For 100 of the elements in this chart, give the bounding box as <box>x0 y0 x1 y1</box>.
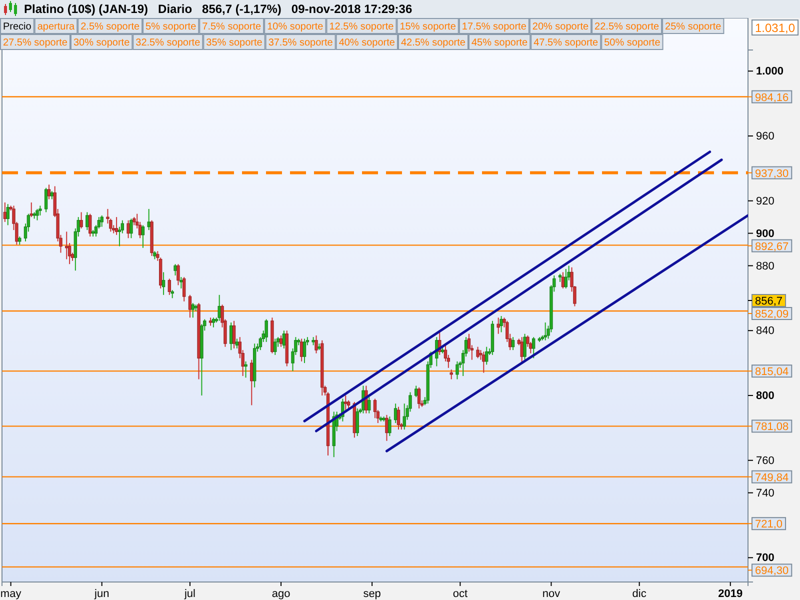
text: 40% soporte <box>338 38 396 48</box>
candlestick <box>396 406 400 430</box>
candlestick <box>373 398 377 419</box>
text: 5% soporte <box>146 22 197 32</box>
y-tick-label: 900 <box>756 228 774 240</box>
candlestick <box>229 322 233 351</box>
text: 50% soporte <box>604 38 661 48</box>
candlestick <box>100 214 104 228</box>
candlestick <box>561 272 565 289</box>
candlestick <box>44 187 48 213</box>
text: 47.5% soporte <box>534 38 599 48</box>
text: 2.5% soporte <box>80 22 140 32</box>
candlestick <box>482 351 486 374</box>
text: 12.5% soporte <box>329 22 394 32</box>
candlestick <box>282 330 286 349</box>
ref-line-label: 892,67 <box>755 240 789 253</box>
text: 27.5% soporte <box>3 38 68 48</box>
x-tick-label: jul <box>183 588 196 600</box>
candlestick <box>264 318 268 342</box>
candlestick <box>88 213 92 238</box>
candlestick <box>485 346 488 366</box>
y-tick-label: 700 <box>756 552 774 564</box>
candlestick <box>86 212 89 231</box>
candlestick <box>402 403 406 430</box>
x-tick-label: ago <box>272 588 290 600</box>
y-tick-label: 920 <box>756 195 774 208</box>
candlestick <box>564 268 568 289</box>
text: 20% soporte <box>532 22 589 32</box>
candlestick <box>182 276 186 302</box>
text: 35% soporte <box>206 38 263 48</box>
x-tick-label: nov <box>542 588 561 600</box>
candlestick <box>511 336 515 351</box>
candlestick <box>147 208 150 231</box>
candlestick <box>532 336 536 359</box>
candlestick <box>188 294 192 318</box>
candlestick <box>385 414 388 442</box>
text: 37.5% soporte <box>268 38 334 48</box>
x-tick-label: dic <box>632 588 647 600</box>
ref-line-label: 694,30 <box>755 565 789 578</box>
candlestick <box>368 396 371 414</box>
candlestick <box>417 386 421 409</box>
candlestick <box>388 416 392 437</box>
x-tick-label: may <box>0 588 22 600</box>
candlestick <box>476 346 480 359</box>
text: apertura <box>37 22 76 32</box>
candlestick <box>180 276 183 289</box>
candlestick <box>500 316 503 333</box>
candlestick <box>356 408 359 437</box>
candlestick <box>174 264 177 276</box>
ref-line-label: 937,30 <box>755 168 789 180</box>
ref-line-label: 852,09 <box>755 308 789 321</box>
candlestick <box>232 320 236 349</box>
ref-line-label: 781,08 <box>755 421 789 434</box>
y-tick-label: 880 <box>756 260 774 272</box>
candlestick <box>130 218 133 239</box>
text: 45% soporte <box>471 38 528 48</box>
candlestick <box>394 403 398 424</box>
candlestick <box>523 333 526 360</box>
candlestick <box>302 338 306 364</box>
text: 25% soporte <box>665 22 722 32</box>
candlestick <box>300 338 304 362</box>
y-tick-label: 960 <box>756 130 774 142</box>
text: 17.5% soporte <box>462 22 527 32</box>
candlestick <box>191 302 195 318</box>
candlestick <box>212 317 216 328</box>
candlestick <box>30 202 33 218</box>
candlestick <box>544 322 547 341</box>
candlestick <box>279 334 283 348</box>
text: 7.5% soporte <box>202 22 262 32</box>
x-tick-label: oct <box>452 588 468 600</box>
candlestick <box>450 369 453 380</box>
ref-line-label: 749,84 <box>755 472 789 484</box>
candlestick <box>344 394 348 412</box>
text: 10% soporte <box>267 22 324 32</box>
y-tick-label: 840 <box>756 325 774 338</box>
candlestick <box>168 278 172 296</box>
candlestick <box>274 338 277 356</box>
text: 30% soporte <box>74 38 130 48</box>
ref-line-label: 984,16 <box>755 92 789 104</box>
candlestick <box>235 338 239 349</box>
candlestick <box>162 272 166 296</box>
y-tick-label: 740 <box>756 487 774 500</box>
candlestick <box>80 212 83 229</box>
text: 856,7 <box>755 296 783 308</box>
y-tick-label: 1.000 <box>756 66 784 78</box>
text: 42.5% soporte <box>400 38 466 48</box>
candlestick <box>141 224 145 248</box>
candlestick <box>114 216 118 236</box>
x-tick-label: jun <box>94 588 110 600</box>
text: 1.031,0 <box>755 21 796 35</box>
text: Precio <box>3 22 32 32</box>
text: 32.5% soporte <box>136 38 201 48</box>
text: 22.5% soporte <box>594 22 660 32</box>
ref-line-label: 721,0 <box>755 518 783 531</box>
y-tick-label: 760 <box>756 454 774 467</box>
text: 15% soporte <box>400 22 456 32</box>
candlestick <box>176 264 180 286</box>
candlestick <box>314 334 318 354</box>
chart-title: Platino (10$) (JAN-19) Diario 856,7 (-1,17%) 09-nov-2018 17:29:36 <box>24 2 412 16</box>
candlestick <box>244 360 248 378</box>
